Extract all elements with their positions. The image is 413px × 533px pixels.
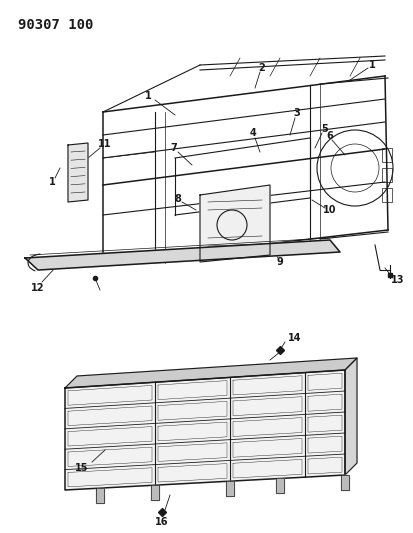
Polygon shape [65,358,357,388]
Text: 1: 1 [49,177,55,187]
Text: 90307 100: 90307 100 [18,18,93,32]
Polygon shape [151,485,159,500]
Text: 6: 6 [327,131,333,141]
Text: 14: 14 [288,333,302,343]
Text: 9: 9 [277,257,283,267]
Text: 3: 3 [294,108,300,118]
Text: 15: 15 [75,463,89,473]
Text: 13: 13 [391,275,405,285]
Polygon shape [68,143,88,202]
Text: 2: 2 [259,63,266,73]
Polygon shape [65,370,345,490]
Bar [382,148,392,162]
Text: 5: 5 [322,124,328,134]
Polygon shape [25,240,340,270]
Text: 11: 11 [98,139,112,149]
Polygon shape [96,488,104,503]
Text: 1: 1 [145,91,152,101]
Text: 7: 7 [171,143,177,153]
Bar [382,188,392,202]
Text: 16: 16 [155,517,169,527]
Text: 1: 1 [369,60,375,70]
Polygon shape [345,358,357,475]
Text: 12: 12 [31,283,45,293]
Text: 8: 8 [175,194,181,204]
Polygon shape [226,481,234,496]
Polygon shape [276,479,284,494]
Text: 10: 10 [323,205,337,215]
Text: 4: 4 [249,128,256,138]
Polygon shape [341,475,349,490]
Bar [382,168,392,182]
Polygon shape [200,185,270,262]
